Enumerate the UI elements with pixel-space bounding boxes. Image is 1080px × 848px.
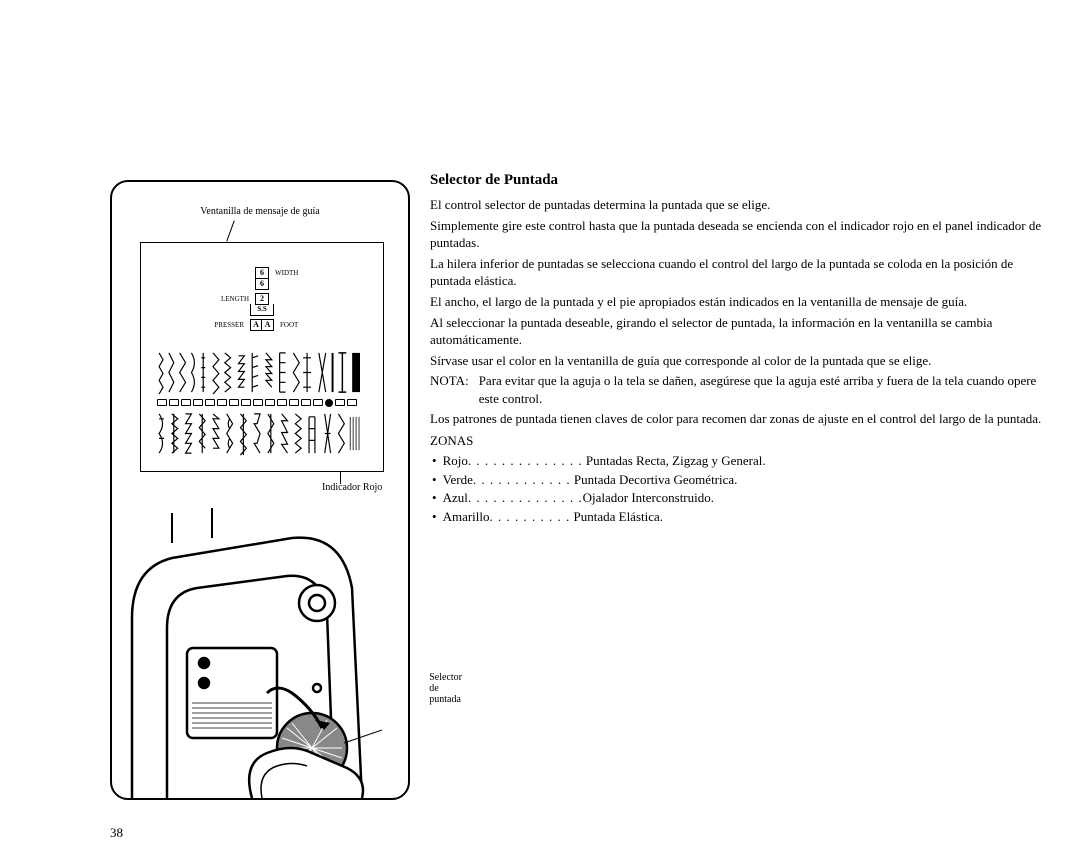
stitch-row-top xyxy=(153,348,371,397)
zone-desc: Puntada Decortiva Geométrica. xyxy=(574,471,738,489)
pointer-line xyxy=(226,220,234,241)
stitch-pattern-grid xyxy=(153,348,371,458)
presser-val-1: A xyxy=(250,319,262,331)
paragraph: Al seleccionar la puntada deseable, gira… xyxy=(430,314,1050,349)
figure-box: Ventanilla de mensaje de guía 6 WIDTH 6 … xyxy=(110,180,410,800)
panel-settings: 6 WIDTH 6 LENGTH 2 S.S xyxy=(187,265,337,332)
width-val-2: 6 xyxy=(255,278,269,290)
page-number: 38 xyxy=(110,825,123,841)
note-label: NOTA: xyxy=(430,372,469,407)
zone-item: • Rojo . . . . . . . . . . . . . . Punta… xyxy=(432,452,1050,470)
paragraph: El ancho, el largo de la puntada y el pi… xyxy=(430,293,1050,311)
paragraph: Los patrones de puntada tienen claves de… xyxy=(430,410,1050,428)
guide-panel: 6 WIDTH 6 LENGTH 2 S.S xyxy=(140,242,384,472)
paragraph: Simplemente gire este control hasta que … xyxy=(430,217,1050,252)
zone-item: • Verde . . . . . . . . . . . . Puntada … xyxy=(432,471,1050,489)
zone-label: Rojo xyxy=(443,452,468,470)
selector-label-3: puntada xyxy=(429,694,462,705)
paragraph: Sírvase usar el color en la ventanilla d… xyxy=(430,352,1050,370)
figure-label-indicator: Indicador Rojo xyxy=(322,482,382,493)
bullet-icon: • xyxy=(432,489,437,507)
bullet-icon: • xyxy=(432,508,437,526)
stitch-row-bottom xyxy=(153,409,371,458)
presser-label: PRESSER xyxy=(204,321,244,329)
sewing-machine-illustration xyxy=(112,498,412,798)
zone-item: • Amarillo . . . . . . . . . . Puntada E… xyxy=(432,508,1050,526)
zones-header: ZONAS xyxy=(430,432,1050,450)
figure-label-top: Ventanilla de mensaje de guía xyxy=(200,206,319,217)
zone-desc: Puntada Elástica. xyxy=(574,508,664,526)
selector-label-1: Selector xyxy=(429,672,462,683)
zone-label: Amarillo xyxy=(443,508,490,526)
leader-dots: . . . . . . . . . . . . . . xyxy=(468,489,583,507)
length-label: LENGTH xyxy=(209,295,249,303)
note-text: Para evitar que la aguja o la tela se da… xyxy=(479,372,1050,407)
zone-desc: Puntadas Recta, Zigzag y General. xyxy=(586,452,766,470)
leader-dots: . . . . . . . . . . . . xyxy=(473,471,571,489)
text-column: Selector de Puntada El control selector … xyxy=(430,170,1050,527)
paragraph: La hilera inferior de puntadas se selecc… xyxy=(430,255,1050,290)
bullet-icon: • xyxy=(432,471,437,489)
leader-dots: . . . . . . . . . . xyxy=(490,508,571,526)
leader-dots: . . . . . . . . . . . . . . xyxy=(468,452,583,470)
paragraph: El control selector de puntadas determin… xyxy=(430,196,1050,214)
zones-list: • Rojo . . . . . . . . . . . . . . Punta… xyxy=(430,452,1050,525)
presser-val-2: A xyxy=(262,319,274,331)
figure-label-selector: Selector de puntada xyxy=(429,672,462,705)
length-val-2: S.S xyxy=(250,304,274,316)
zone-desc: Ojalador Interconstruido. xyxy=(583,489,714,507)
zone-label: Azul xyxy=(443,489,468,507)
width-label: WIDTH xyxy=(275,269,315,277)
zone-item: • Azul . . . . . . . . . . . . . . Ojala… xyxy=(432,489,1050,507)
section-title: Selector de Puntada xyxy=(430,170,1050,190)
foot-label: FOOT xyxy=(280,321,320,329)
selector-label-2: de xyxy=(429,683,462,694)
note-block: NOTA: Para evitar que la aguja o la tela… xyxy=(430,372,1050,407)
zone-label: Verde xyxy=(443,471,473,489)
bullet-icon: • xyxy=(432,452,437,470)
